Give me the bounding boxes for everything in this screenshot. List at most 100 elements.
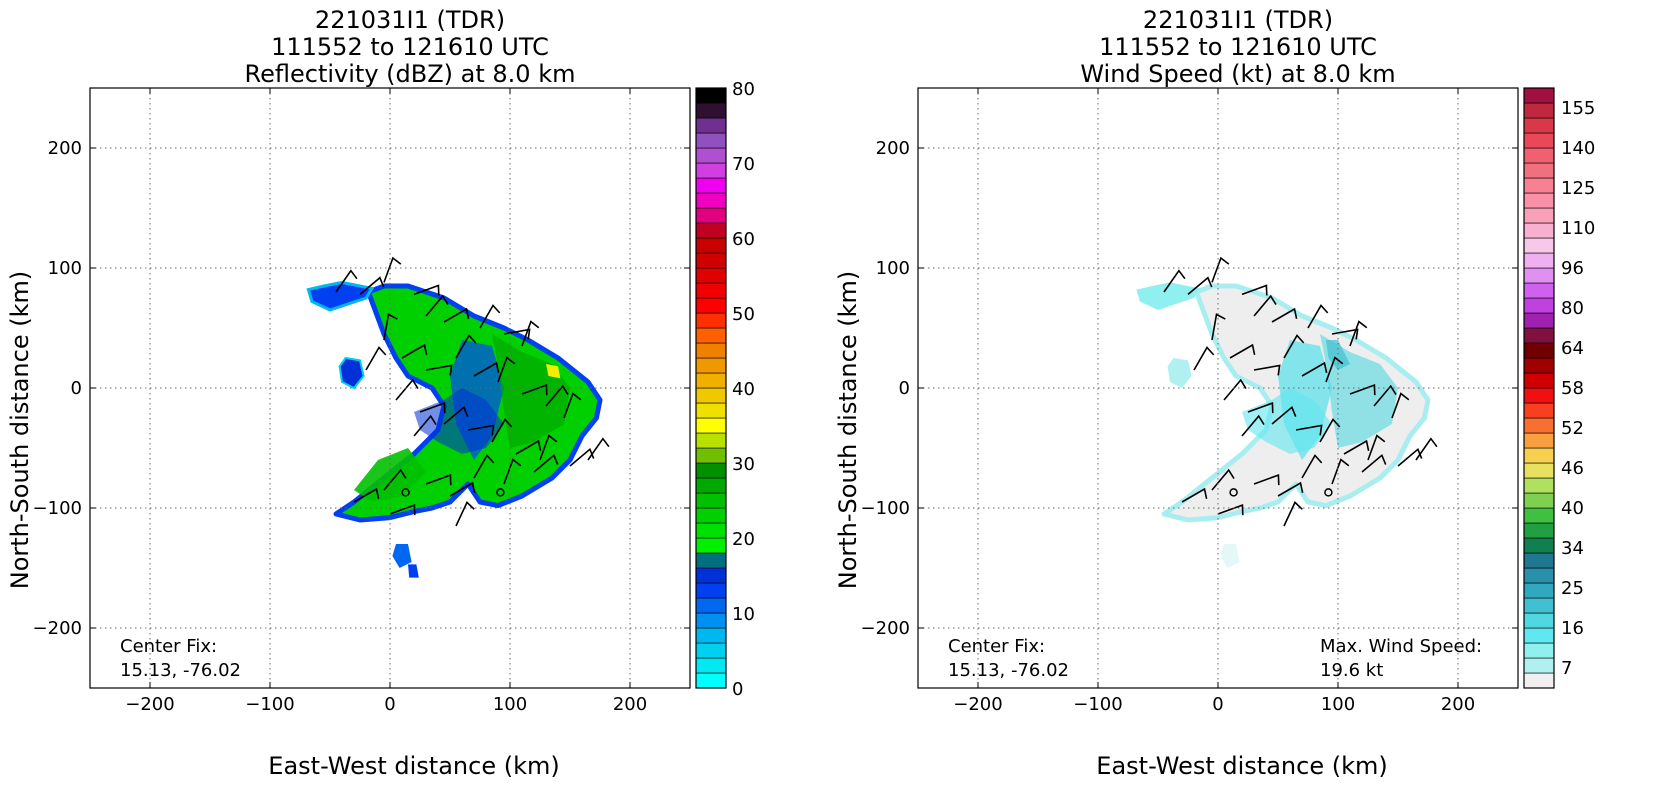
colorbar-bin <box>695 297 727 314</box>
x-tick-label: 100 <box>493 694 527 715</box>
point-marker <box>401 488 410 497</box>
echo-region <box>1136 282 1200 310</box>
annotation-text: 15.13, -76.02 <box>120 660 241 681</box>
wind-barb <box>1241 284 1268 296</box>
colorbar-bin <box>1523 327 1555 344</box>
colorbar-frame <box>1523 87 1555 689</box>
wind-barb <box>443 405 469 425</box>
echo-region <box>414 388 504 454</box>
wind-barb <box>473 454 495 479</box>
colorbar-bin <box>695 267 727 284</box>
x-tick-label: 100 <box>1321 694 1355 715</box>
wind-barb <box>521 383 548 396</box>
colorbar-bin <box>1523 342 1555 359</box>
wind-barb <box>365 346 387 371</box>
wind-barb <box>455 334 477 359</box>
colorbar-bin <box>695 402 727 419</box>
colorbar-bin <box>1523 372 1555 389</box>
wind-barb <box>587 437 610 461</box>
wind-barb <box>443 307 470 323</box>
colorbar-bin <box>1523 612 1555 629</box>
colorbar-bin <box>695 522 727 539</box>
colorbar-label: 96 <box>1561 258 1584 279</box>
colorbar-bin <box>1523 87 1555 104</box>
wind-barb <box>401 343 428 359</box>
colorbar-label: 125 <box>1561 178 1595 199</box>
colorbar-bin <box>1523 252 1555 269</box>
y-tick-label: −200 <box>861 618 910 639</box>
wind-barb <box>1307 304 1329 329</box>
colorbar-bin <box>1523 642 1555 659</box>
grid <box>90 88 690 688</box>
colorbar-bin <box>695 417 727 434</box>
colorbar <box>695 87 727 689</box>
wind-barb <box>1373 384 1397 407</box>
wind-barb <box>455 501 475 527</box>
chart-title-line-1: 221031I1 (TDR) <box>1142 6 1334 34</box>
colorbar-bin <box>695 327 727 344</box>
colorbar-bin <box>1523 402 1555 419</box>
colorbar-bin <box>695 117 727 134</box>
colorbar-bin <box>695 672 727 689</box>
wind-barb <box>1253 473 1280 486</box>
colorbar-bin <box>1523 387 1555 404</box>
colorbar-label: 40 <box>732 379 755 400</box>
colorbar-bin <box>695 87 727 104</box>
colorbar-bin <box>695 462 727 479</box>
echo-region <box>354 448 426 502</box>
wind-barb <box>413 414 437 437</box>
point-marker <box>496 488 505 497</box>
wind-barb <box>1301 454 1323 479</box>
echo-region <box>1242 388 1332 454</box>
y-axis-label: North-South distance (km) <box>6 270 34 590</box>
wind-barb <box>1391 392 1410 419</box>
colorbar-bin <box>695 492 727 509</box>
annotation-text: 15.13, -76.02 <box>948 660 1069 681</box>
colorbar-bin <box>1523 102 1555 119</box>
wind-barb <box>1325 356 1344 383</box>
colorbar-bin <box>1523 222 1555 239</box>
colorbar-bin <box>1523 597 1555 614</box>
echo-field <box>306 280 603 578</box>
wind-barb <box>1223 378 1247 401</box>
wind-barb <box>425 294 449 317</box>
colorbar-bin <box>1523 207 1555 224</box>
annotation-text: Max. Wind Speed: <box>1320 636 1482 657</box>
annotation-text: 19.6 kt <box>1320 660 1383 681</box>
y-tick-label: 200 <box>876 138 910 159</box>
x-tick-label: −200 <box>953 694 1002 715</box>
wind-barb <box>521 320 540 347</box>
echo-region <box>306 280 375 312</box>
colorbar-label: 64 <box>1561 338 1584 359</box>
colorbar-label: 46 <box>1561 458 1584 479</box>
echo-field <box>1136 282 1431 568</box>
colorbar-bin <box>695 177 727 194</box>
point-marker <box>1229 488 1238 497</box>
wind-barb <box>1241 414 1265 437</box>
wind-barb <box>1229 343 1256 359</box>
y-tick-label: −100 <box>33 498 82 519</box>
colorbar-bin <box>695 387 727 404</box>
y-axis-label: North-South distance (km) <box>834 270 862 590</box>
colorbar-bin <box>1523 447 1555 464</box>
colorbar-bin <box>695 582 727 599</box>
x-tick-label: −100 <box>1073 694 1122 715</box>
colorbar-bin <box>1523 477 1555 494</box>
wind-barb <box>353 487 380 503</box>
wind-speed-panel: 221031I1 (TDR) 111552 to 121610 UTC Wind… <box>828 0 1655 787</box>
colorbar-bin <box>1523 177 1555 194</box>
colorbar-bin <box>1523 297 1555 314</box>
colorbar-bin <box>1523 312 1555 329</box>
colorbar-bin <box>1523 132 1555 149</box>
wind-barb <box>1295 424 1323 436</box>
wind-barb <box>503 458 522 485</box>
colorbar-bin <box>695 252 727 269</box>
colorbar-label: 60 <box>732 229 755 250</box>
wind-barb <box>1361 453 1387 473</box>
colorbar-bin <box>1523 567 1555 584</box>
colorbar-bin <box>695 342 727 359</box>
wind-barb <box>479 304 501 329</box>
chart-title-line-2: 111552 to 121610 UTC <box>1099 33 1377 61</box>
colorbar-bin <box>1523 507 1555 524</box>
